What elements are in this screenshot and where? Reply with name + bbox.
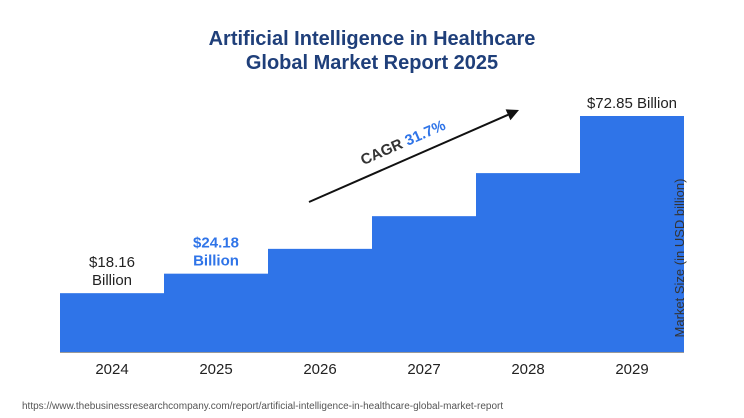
source-url: https://www.thebusinessresearchcompany.c… <box>22 401 504 412</box>
x-tick-label-2029: 2029 <box>615 361 648 378</box>
bar-2028 <box>476 173 580 352</box>
x-tick-label-2024: 2024 <box>95 361 128 378</box>
x-tick-label-2027: 2027 <box>407 361 440 378</box>
bar-2025 <box>164 273 268 352</box>
x-tick-label-2026: 2026 <box>303 361 336 378</box>
bar-2029 <box>580 116 684 352</box>
cagr-arrow <box>308 113 509 203</box>
data-label-2024-line-1: $18.16 <box>89 254 135 271</box>
data-label-2025-line-2: Billion <box>193 253 239 270</box>
bar-2027 <box>372 216 476 352</box>
data-label-2029-line-1: $72.85 Billion <box>587 95 677 112</box>
cagr-prefix: CAGR <box>358 134 409 169</box>
cagr-arrow-head <box>505 109 519 121</box>
bar-2024 <box>60 293 164 352</box>
x-tick-label-2028: 2028 <box>511 361 544 378</box>
x-tick-labels: 2024 2025 2026 2027 2028 2029 <box>95 361 648 378</box>
data-label-2024-line-2: Billion <box>92 272 132 289</box>
y-axis-label: Market Size (in USD billion) <box>672 179 687 338</box>
chart-title-line-1: Artificial Intelligence in Healthcare <box>208 28 536 50</box>
bar-2026 <box>268 248 372 352</box>
data-label-2025-line-1: $24.18 <box>193 235 239 252</box>
chart-title-line-2: Global Market Report 2025 <box>245 52 499 74</box>
x-tick-label-2025: 2025 <box>199 361 232 378</box>
bars-layer <box>60 116 684 352</box>
